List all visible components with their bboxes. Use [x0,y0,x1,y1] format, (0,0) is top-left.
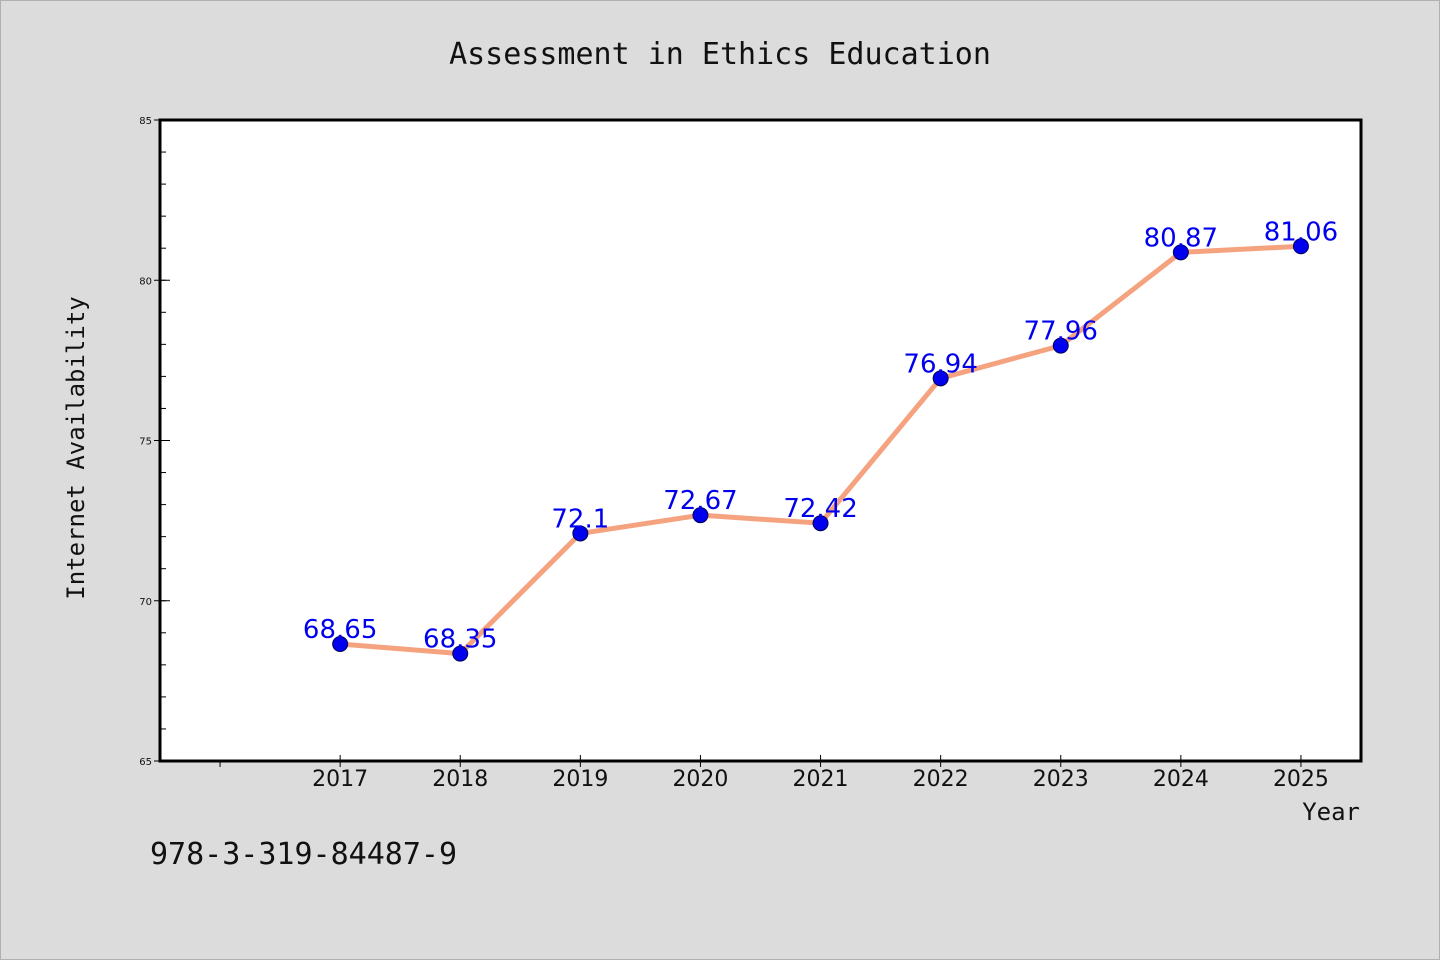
y-tick-label: 80 [139,276,152,287]
data-label: 68.65 [303,615,377,645]
data-label: 72.1 [551,504,609,534]
x-tick-label: 2020 [672,767,728,792]
x-axis-label: Year [1302,798,1360,826]
x-tick-label: 2019 [552,767,608,792]
y-tick-label: 65 [139,757,152,768]
y-tick-label: 75 [139,437,152,448]
x-tick-label: 2024 [1153,767,1209,792]
x-tick-label: 2017 [312,767,368,792]
data-label: 72.42 [783,494,857,524]
data-point [1052,337,1069,354]
data-label: 76.94 [903,349,977,379]
data-labels: 68.65 68.35 72.1 72.67 72.42 76.94 77.96 80.87 8… [303,217,1338,654]
y-tick-label: 70 [139,597,152,608]
data-point [332,636,349,653]
y-axis-label: Internet Availability [62,296,90,599]
x-tick-label: 2018 [432,767,488,792]
data-point [1172,244,1189,261]
data-point [572,525,589,542]
data-label: 68.35 [423,625,497,655]
y-tick-label: 85 [139,116,152,127]
data-point [1292,238,1309,255]
data-label: 81.06 [1264,217,1338,247]
x-tick-label: 2021 [793,767,849,792]
footer-isbn-text: 978-3-319-84487-9 [150,837,457,872]
chart-title: Assessment in Ethics Education [449,37,991,72]
data-point [452,645,469,662]
data-label: 80.87 [1144,223,1218,253]
data-label: 77.96 [1024,317,1098,347]
x-axis-ticks: 2017 2018 2019 2020 2021 2022 2023 2024 2025 [219,755,1329,792]
y-axis-ticks: 65 70 75 80 85 [139,116,170,768]
x-tick-label: 2025 [1273,767,1329,792]
x-tick-label: 2022 [913,767,969,792]
data-point [932,370,949,387]
plot-area [158,118,1363,763]
data-point [692,507,709,524]
data-point [812,515,829,532]
data-label: 72.67 [663,486,737,516]
data-points [332,238,1309,662]
x-tick-label: 2023 [1033,767,1089,792]
